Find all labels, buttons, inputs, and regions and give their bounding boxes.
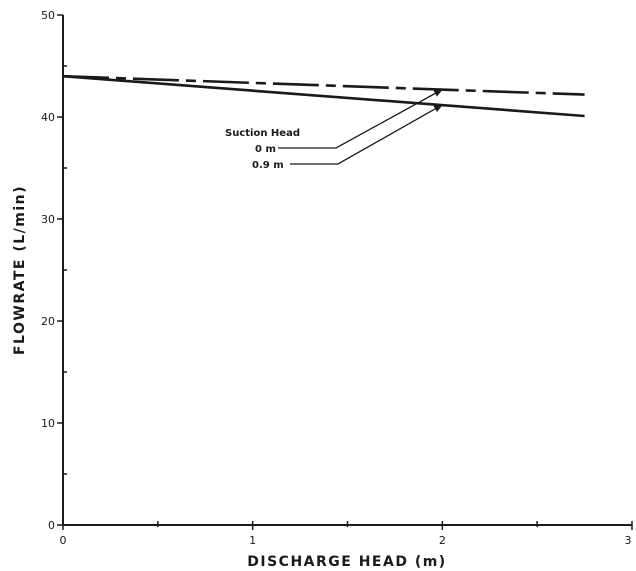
leader-arrow-0.9m: [290, 104, 444, 165]
legend-annotation: Suction Head 0 m 0.9 m: [225, 88, 444, 171]
x-axis-title: DISCHARGE HEAD (m): [247, 554, 446, 570]
series-label-0m: 0 m: [255, 144, 276, 155]
series-layer: [62, 74, 585, 118]
y-axis-title: FLOWRATE (L/min): [12, 185, 28, 355]
series-label-0.9m: 0.9 m: [252, 160, 284, 171]
x-tick-label: 0: [60, 534, 67, 547]
y-tick-label: 20: [41, 315, 55, 328]
y-tick-label: 10: [41, 417, 55, 430]
y-ticks: 0 10 20 30 40 50: [41, 9, 67, 532]
x-tick-label: 2: [439, 534, 446, 547]
y-tick-label: 50: [41, 9, 55, 22]
leader-arrow-0m: [278, 88, 444, 149]
series-line-0m: [62, 74, 585, 96]
series-line-0.9m: [62, 74, 585, 118]
x-ticks: 0 1 2 3: [60, 521, 633, 547]
x-tick-label: 3: [625, 534, 632, 547]
legend-title: Suction Head: [225, 128, 300, 139]
plot-frame: [62, 15, 632, 526]
y-tick-label: 30: [41, 213, 55, 226]
x-tick-label: 1: [249, 534, 256, 547]
y-tick-label: 0: [48, 519, 55, 532]
y-tick-label: 40: [41, 111, 55, 124]
